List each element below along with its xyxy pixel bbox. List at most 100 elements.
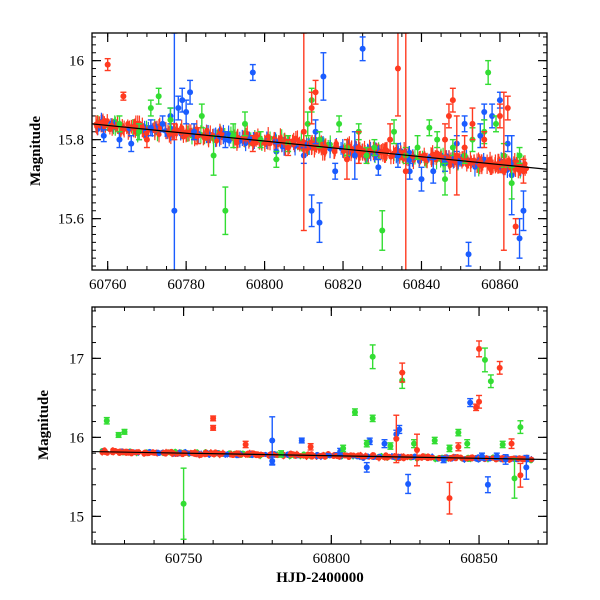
top-data-point: [469, 120, 476, 127]
top-data-point: [100, 132, 107, 139]
top-data-point: [167, 116, 174, 123]
top-data-point: [187, 89, 194, 96]
bottom-data-point: [242, 441, 249, 448]
top-data-point: [171, 207, 178, 214]
top-data-point: [496, 97, 503, 104]
top-data-point: [520, 168, 527, 175]
bottom-data-point: [269, 437, 276, 444]
top-data-point: [363, 152, 370, 159]
top-trend-line: [92, 123, 547, 170]
top-data-point: [308, 105, 315, 112]
top-data-point: [493, 120, 500, 127]
bottom-band-point: [253, 452, 259, 459]
top-data-point: [477, 132, 484, 139]
top-data-point: [500, 168, 507, 175]
top-y-axis-label: Magnitude: [28, 116, 44, 186]
bottom-data-point: [363, 440, 370, 447]
bottom-data-point: [387, 443, 394, 450]
top-band-point: [432, 152, 438, 158]
top-data-point: [496, 112, 503, 119]
bottom-band-point: [516, 455, 522, 461]
top-data-point: [504, 105, 511, 112]
top-data-point: [508, 180, 515, 187]
top-data-point: [249, 140, 256, 147]
bottom-data-point: [298, 437, 305, 444]
bottom-data-point: [502, 456, 509, 463]
bottom-data-point: [476, 345, 483, 352]
top-band-point: [331, 148, 337, 154]
bottom-data-point: [363, 464, 370, 471]
top-data-point: [387, 136, 394, 143]
bottom-data-point: [414, 446, 420, 453]
top-data-point: [461, 120, 468, 127]
bottom-data-point: [121, 428, 128, 435]
bottom-data-point: [396, 426, 403, 433]
top-data-point: [485, 69, 492, 76]
top-data-point: [183, 109, 190, 115]
bottom-data-point: [103, 417, 110, 424]
top-data-point: [461, 144, 468, 151]
top-data-point: [481, 109, 488, 115]
bottom-band-point: [144, 450, 150, 456]
bottom-panel-data: [92, 340, 547, 540]
top-band-point: [447, 162, 453, 169]
bottom-data-point: [340, 445, 347, 452]
top-data-point: [504, 140, 511, 147]
bottom-data-point: [446, 495, 453, 502]
top-data-point: [159, 120, 166, 127]
bottom-data-point: [496, 364, 503, 371]
bottom-data-point: [278, 450, 285, 457]
bottom-y-tick-label: 16: [69, 430, 85, 446]
top-data-point: [116, 120, 123, 127]
bottom-data-point: [405, 480, 412, 487]
top-data-point: [453, 152, 460, 159]
bottom-data-point: [455, 429, 462, 436]
top-panel: 60760 60780 60800 60820 60840 60860 15.6 15.8 16…: [28, 32, 548, 293]
top-band-point: [243, 140, 249, 147]
top-x-tick-label: 60780: [167, 277, 205, 293]
top-data-point: [304, 120, 311, 127]
bottom-data-point: [399, 369, 406, 376]
bottom-band-point: [469, 456, 475, 462]
top-data-point: [316, 219, 323, 226]
top-data-point: [391, 128, 398, 135]
bottom-data-point: [446, 445, 453, 452]
bottom-data-point: [115, 431, 122, 438]
top-y-tick-label: 16: [69, 54, 85, 70]
bottom-data-point: [523, 464, 530, 471]
bottom-x-tick-label: 60800: [313, 551, 351, 567]
bottom-data-point: [269, 458, 276, 465]
bottom-band-point: [116, 448, 123, 454]
top-data-point: [379, 227, 386, 234]
bottom-x-tick-label: 60750: [165, 551, 203, 567]
top-data-point: [434, 136, 441, 143]
bottom-band-point: [134, 449, 140, 455]
top-data-point: [445, 112, 452, 119]
top-data-point: [257, 136, 264, 143]
top-data-point: [430, 168, 437, 175]
bottom-band-point: [290, 451, 296, 457]
top-data-point: [516, 235, 523, 242]
bottom-data-point: [487, 378, 494, 385]
top-band-point: [383, 147, 389, 153]
bottom-y-tick-label: 17: [69, 351, 85, 367]
bottom-y-axis-label: Magnitude: [36, 390, 52, 460]
top-data-point: [442, 176, 449, 183]
bottom-data-point: [464, 440, 471, 447]
bottom-band-point: [382, 453, 388, 459]
top-data-point: [375, 164, 382, 171]
top-data-point: [371, 144, 378, 151]
top-data-point: [222, 136, 229, 143]
top-band-point: [234, 140, 240, 146]
top-band-point: [265, 133, 271, 140]
top-data-point: [394, 65, 401, 72]
top-data-point: [402, 168, 409, 175]
top-panel-tick-labels: 60760 60780 60800 60820 60840 60860 15.6 15.8 16: [58, 54, 519, 293]
top-data-point: [175, 105, 182, 112]
top-data-point: [120, 93, 127, 100]
top-data-point: [332, 168, 339, 175]
top-band-point: [484, 159, 490, 166]
top-band-point: [166, 131, 172, 138]
top-data-point: [249, 69, 256, 76]
